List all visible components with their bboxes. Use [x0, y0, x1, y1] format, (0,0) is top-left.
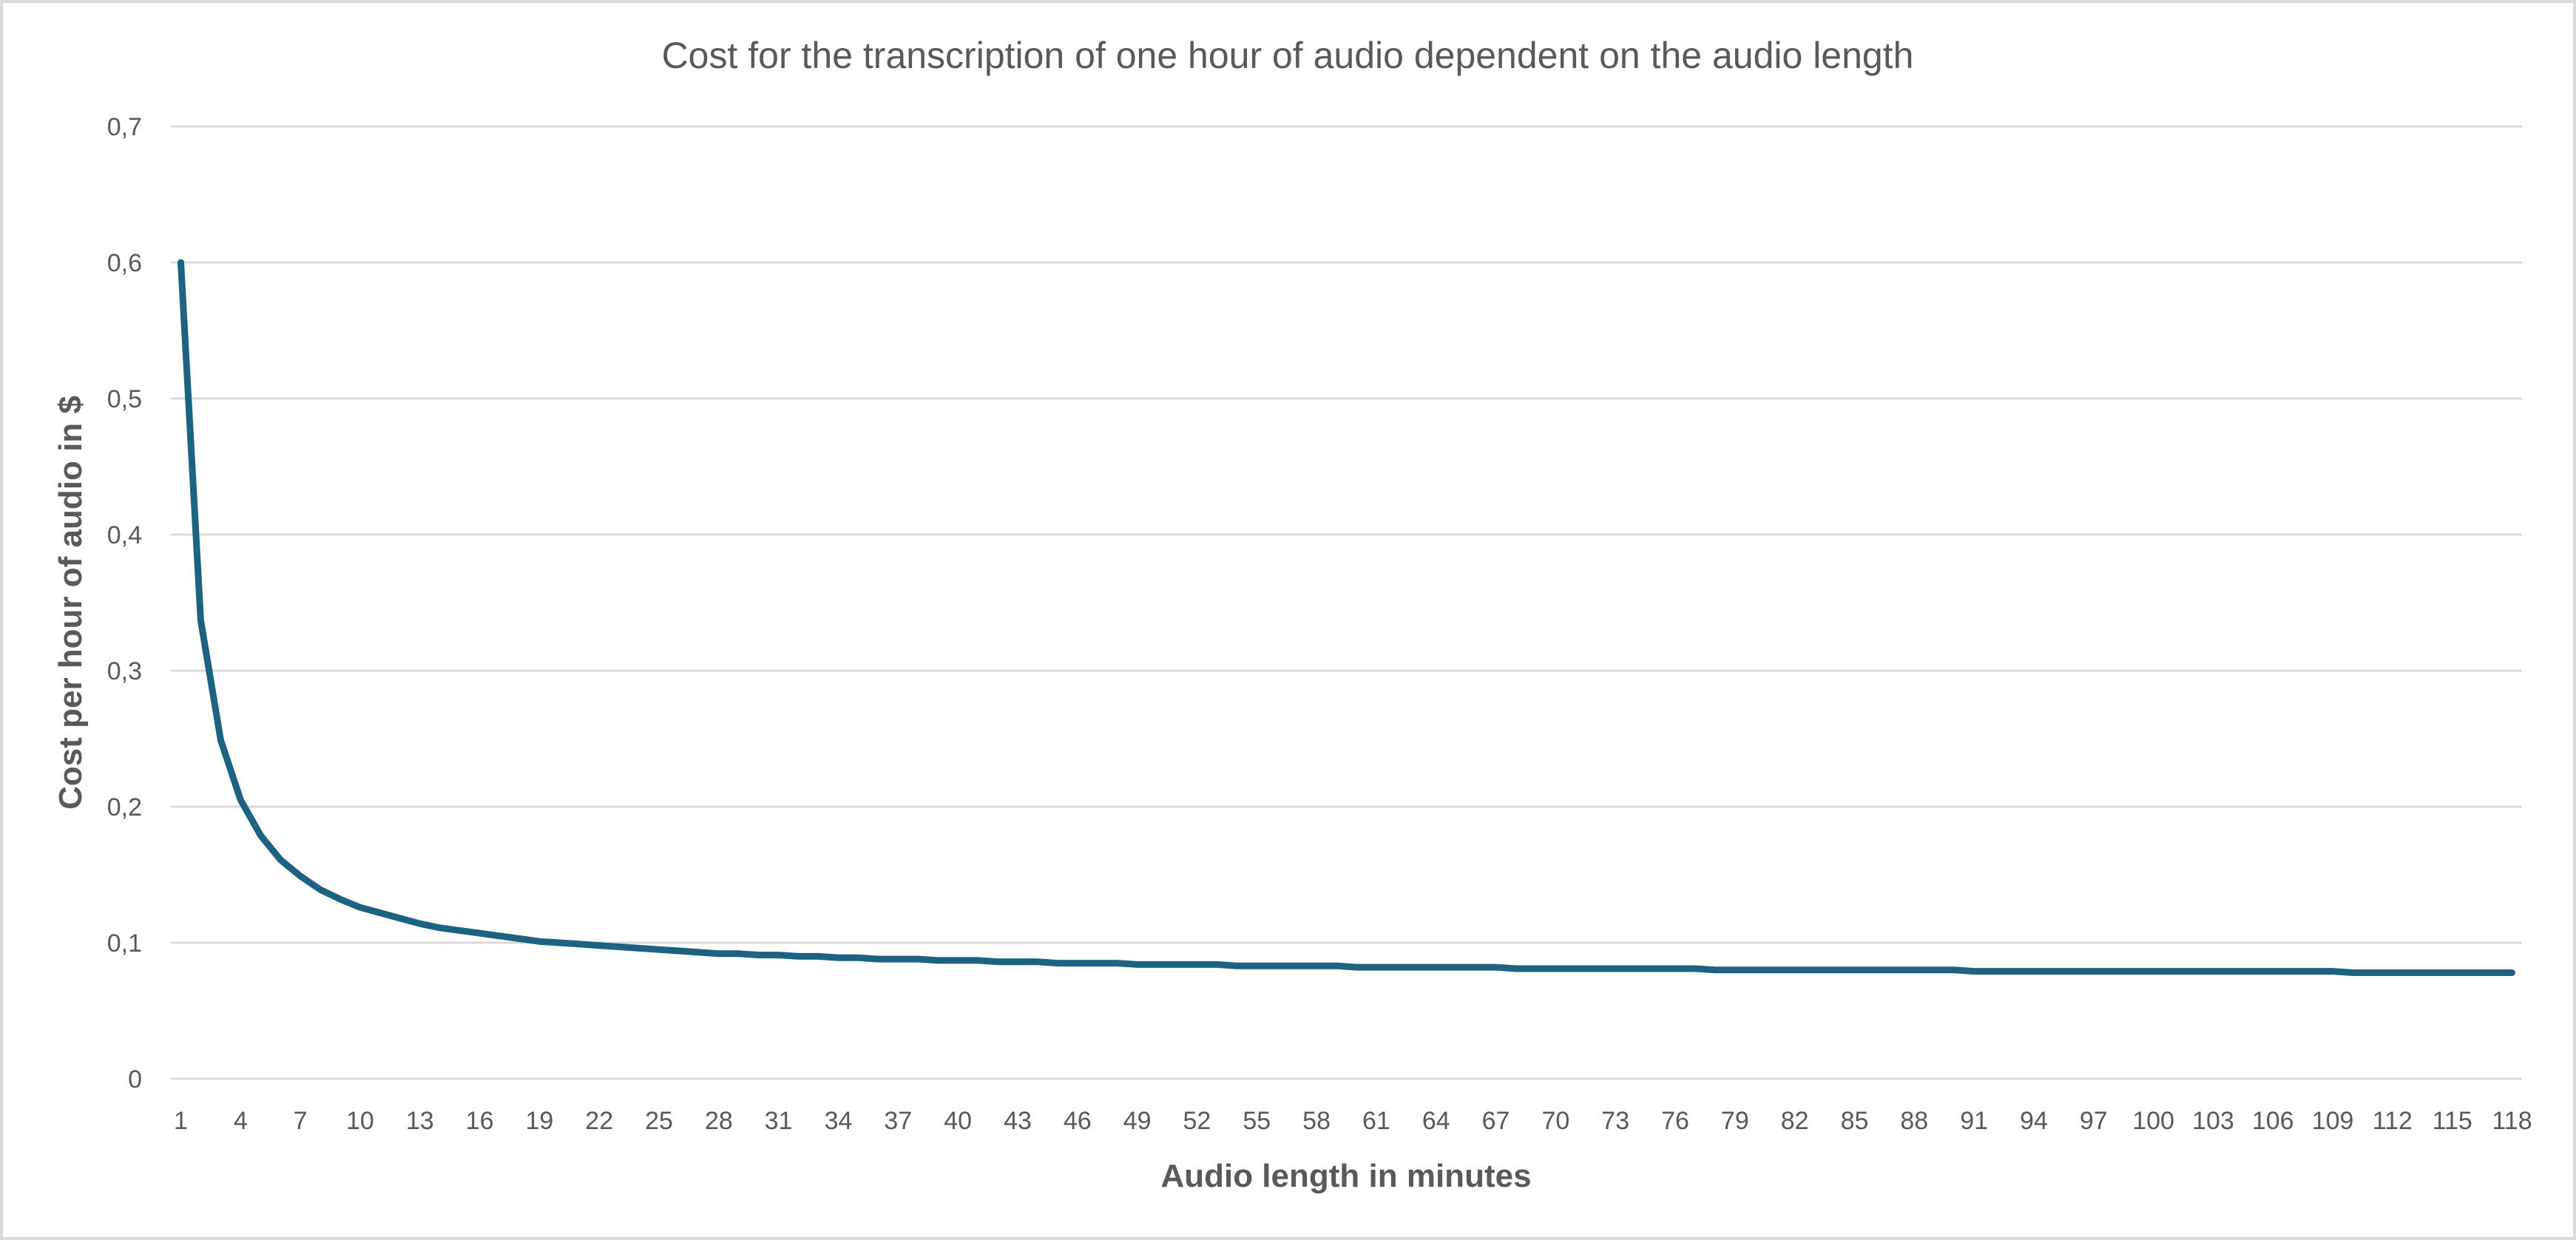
x-tick-label: 43	[1004, 1107, 1032, 1135]
x-axis-ticks: 1 4 7 10 13 16 19 22 25 28 31 34 37 40 43 46 49 52 55 58 61 6…	[174, 1107, 2532, 1135]
x-tick-label: 28	[705, 1107, 733, 1135]
y-axis-title: Cost per hour of audio in $	[53, 396, 89, 810]
y-tick-label: 0,6	[107, 249, 142, 277]
y-tick-label: 0,5	[107, 385, 142, 413]
x-tick-label: 34	[825, 1107, 853, 1135]
x-tick-label: 109	[2312, 1107, 2354, 1135]
chart-title: Cost for the transcription of one hour o…	[662, 35, 1914, 76]
x-tick-label: 49	[1123, 1107, 1152, 1135]
x-tick-label: 85	[1841, 1107, 1869, 1135]
x-tick-label: 106	[2252, 1107, 2294, 1135]
x-tick-label: 115	[2433, 1107, 2472, 1135]
y-axis-ticks: 0 0,1 0,2 0,3 0,4 0,5 0,6 0,7	[107, 113, 142, 1094]
y-tick-label: 0,1	[107, 929, 142, 958]
x-tick-label: 73	[1601, 1107, 1629, 1135]
x-tick-label: 61	[1362, 1107, 1390, 1135]
x-tick-label: 118	[2492, 1107, 2532, 1135]
x-tick-label: 97	[2080, 1107, 2108, 1135]
x-tick-label: 94	[2020, 1107, 2048, 1135]
series-line	[178, 259, 2515, 976]
x-tick-label: 103	[2192, 1107, 2234, 1135]
x-tick-label: 79	[1721, 1107, 1749, 1135]
x-tick-label: 76	[1661, 1107, 1689, 1135]
x-tick-label: 19	[525, 1107, 553, 1135]
x-tick-label: 112	[2373, 1107, 2413, 1135]
x-tick-label: 22	[585, 1107, 613, 1135]
x-tick-label: 100	[2132, 1107, 2174, 1135]
x-tick-label: 82	[1781, 1107, 1809, 1135]
x-tick-label: 40	[944, 1107, 972, 1135]
x-tick-label: 55	[1243, 1107, 1271, 1135]
x-tick-label: 70	[1541, 1107, 1569, 1135]
x-tick-label: 31	[765, 1107, 793, 1135]
x-tick-label: 13	[406, 1107, 434, 1135]
x-tick-label: 4	[234, 1107, 248, 1135]
x-tick-label: 58	[1302, 1107, 1331, 1135]
y-tick-label: 0,2	[107, 793, 142, 821]
x-axis-title: Audio length in minutes	[1160, 1158, 1531, 1194]
y-tick-label: 0,7	[107, 113, 142, 141]
x-tick-label: 91	[1960, 1107, 1988, 1135]
x-tick-label: 64	[1422, 1107, 1450, 1135]
y-tick-label: 0,4	[107, 521, 142, 549]
x-tick-label: 37	[884, 1107, 912, 1135]
x-tick-label: 7	[294, 1107, 308, 1135]
x-tick-label: 46	[1064, 1107, 1092, 1135]
x-tick-label: 1	[174, 1107, 188, 1135]
y-tick-label: 0	[128, 1065, 142, 1094]
x-tick-label: 52	[1183, 1107, 1211, 1135]
x-tick-label: 67	[1482, 1107, 1510, 1135]
y-tick-label: 0,3	[107, 657, 142, 685]
x-tick-label: 16	[466, 1107, 494, 1135]
x-tick-label: 25	[645, 1107, 673, 1135]
x-tick-label: 10	[346, 1107, 374, 1135]
x-tick-label: 88	[1900, 1107, 1928, 1135]
